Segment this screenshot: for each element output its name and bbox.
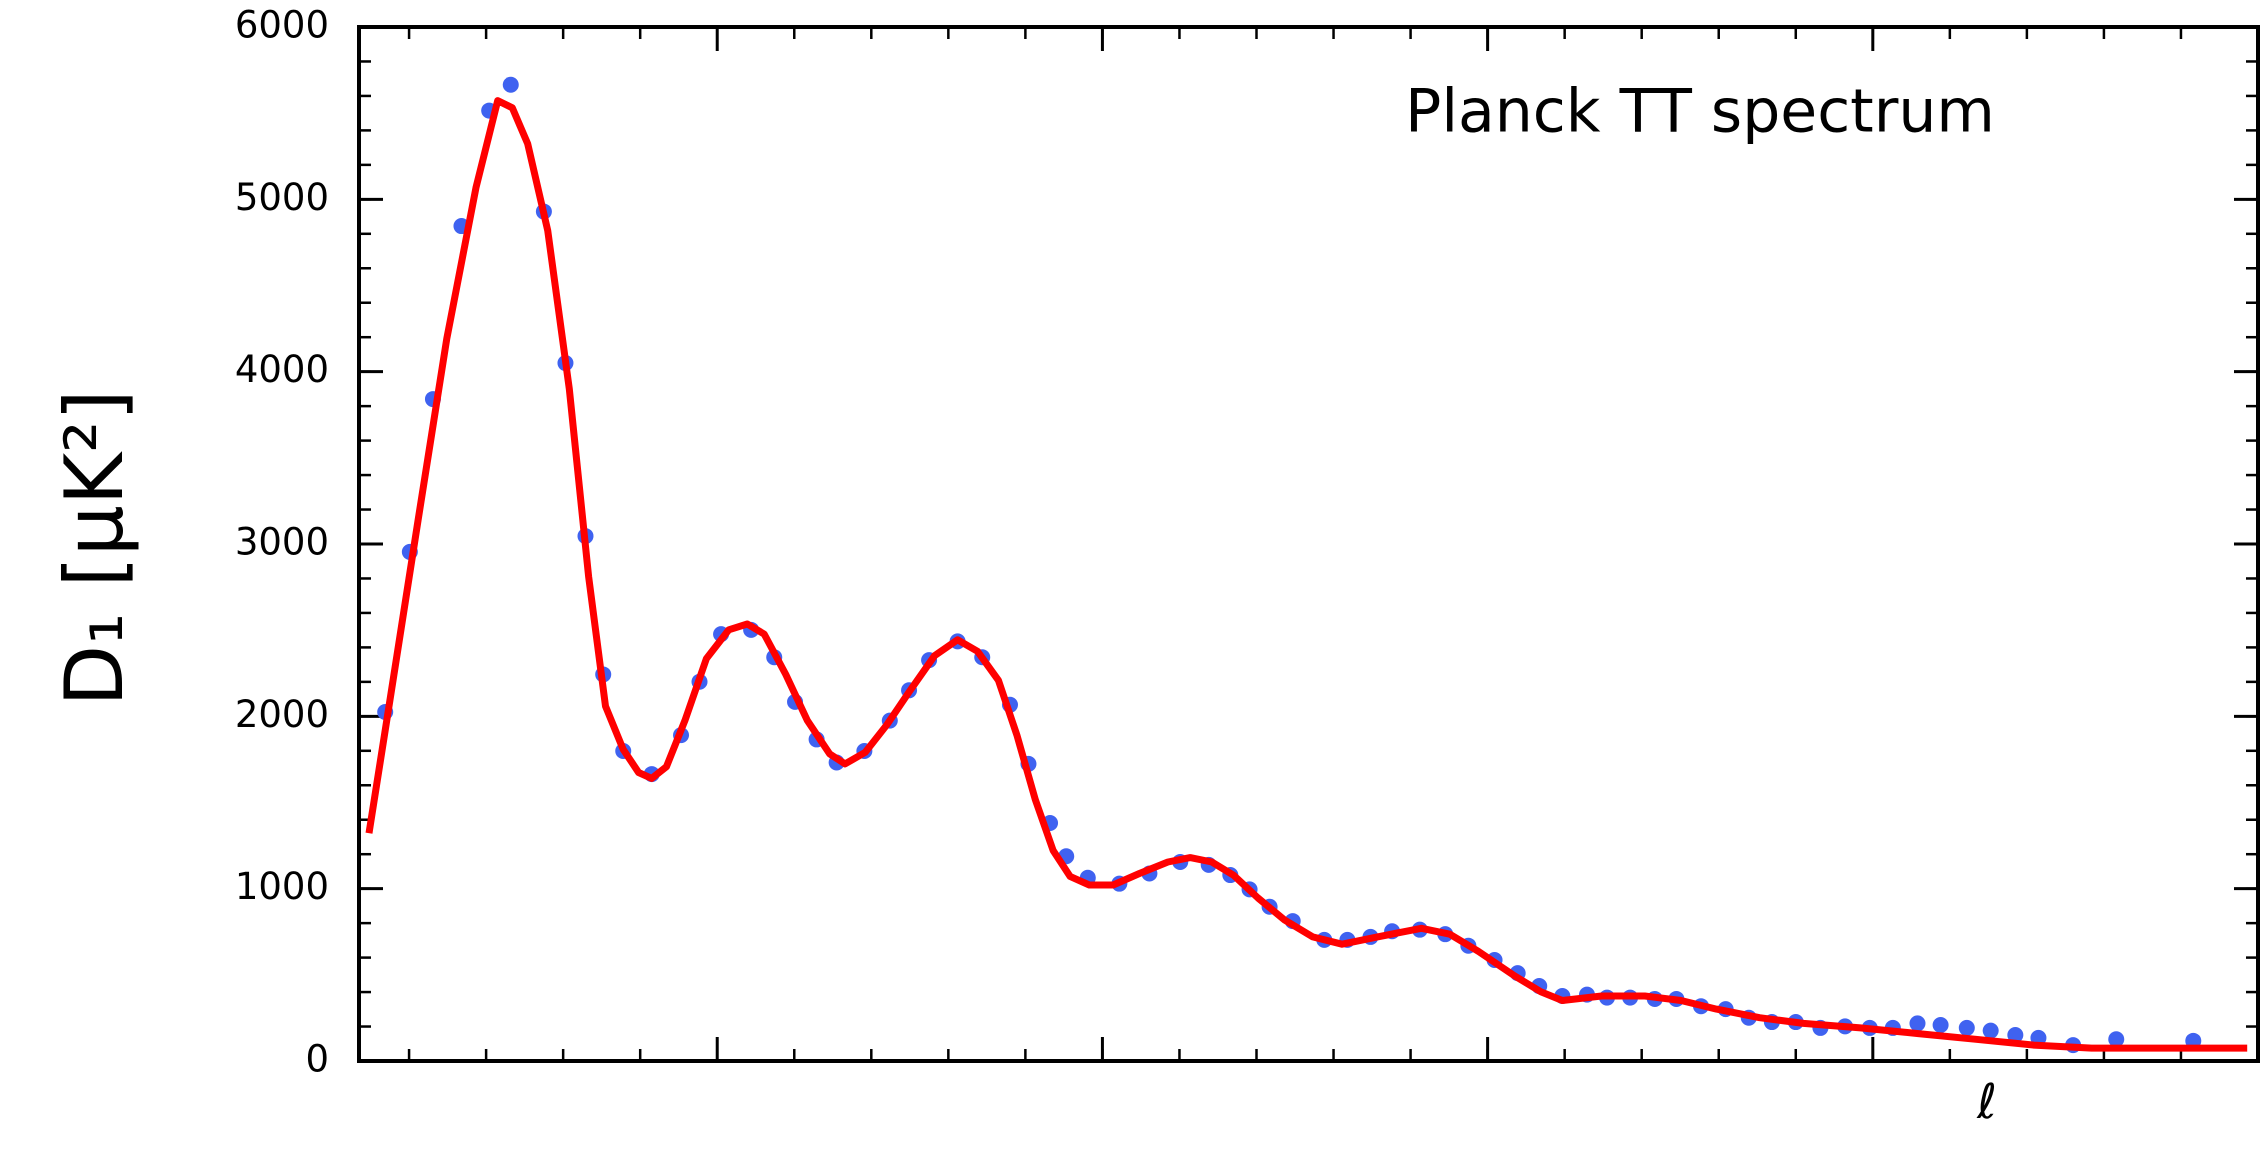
- y-tick-label: 6000: [235, 4, 329, 47]
- y-tick-label: 2000: [235, 693, 329, 736]
- y-axis-label: D₁ [μK²]: [48, 390, 141, 707]
- x-axis-label: ℓ: [1976, 1074, 1997, 1130]
- y-tick-label: 0: [305, 1038, 329, 1081]
- model-curve: [365, 97, 2248, 1052]
- data-point: [502, 76, 519, 93]
- data-point: [1932, 1016, 1949, 1033]
- annotation: Planck TT spectrum: [1405, 77, 1995, 147]
- data-point: [1958, 1019, 1975, 1036]
- y-tick-label: 4000: [235, 348, 329, 391]
- y-tick-label: 3000: [235, 521, 329, 564]
- data-point: [1982, 1022, 1999, 1039]
- plot-frame: [357, 25, 2260, 1063]
- y-tick-label: 5000: [235, 176, 329, 219]
- data-point: [2108, 1031, 2125, 1048]
- data-point: [1909, 1015, 1926, 1032]
- y-tick-label: 1000: [235, 865, 329, 908]
- data-point: [2007, 1026, 2024, 1043]
